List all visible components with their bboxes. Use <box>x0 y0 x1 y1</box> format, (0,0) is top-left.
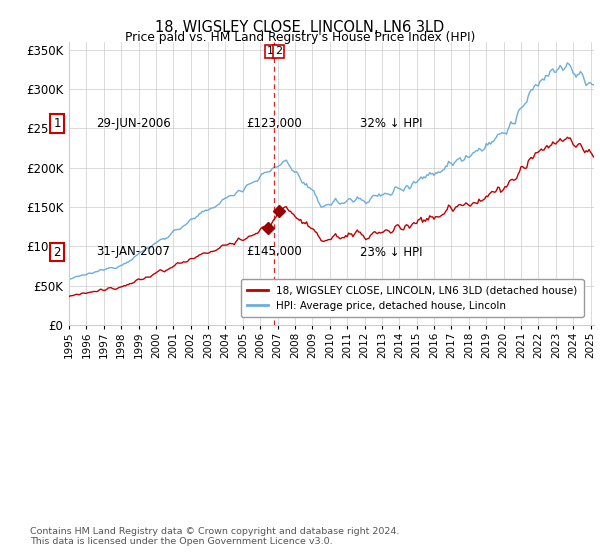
Text: 18, WIGSLEY CLOSE, LINCOLN, LN6 3LD: 18, WIGSLEY CLOSE, LINCOLN, LN6 3LD <box>155 20 445 35</box>
Text: 29-JUN-2006: 29-JUN-2006 <box>96 116 171 130</box>
Text: 32% ↓ HPI: 32% ↓ HPI <box>360 116 422 130</box>
Text: 1: 1 <box>267 46 274 57</box>
Text: £145,000: £145,000 <box>246 245 302 259</box>
Text: £123,000: £123,000 <box>246 116 302 130</box>
Text: Contains HM Land Registry data © Crown copyright and database right 2024.
This d: Contains HM Land Registry data © Crown c… <box>30 526 400 546</box>
Text: 1: 1 <box>53 116 61 130</box>
Legend: 18, WIGSLEY CLOSE, LINCOLN, LN6 3LD (detached house), HPI: Average price, detach: 18, WIGSLEY CLOSE, LINCOLN, LN6 3LD (det… <box>241 279 584 317</box>
Text: 2: 2 <box>53 245 61 259</box>
Text: 31-JAN-2007: 31-JAN-2007 <box>96 245 170 259</box>
Text: 2: 2 <box>275 46 282 57</box>
Text: Price paid vs. HM Land Registry's House Price Index (HPI): Price paid vs. HM Land Registry's House … <box>125 31 475 44</box>
Text: 23% ↓ HPI: 23% ↓ HPI <box>360 245 422 259</box>
